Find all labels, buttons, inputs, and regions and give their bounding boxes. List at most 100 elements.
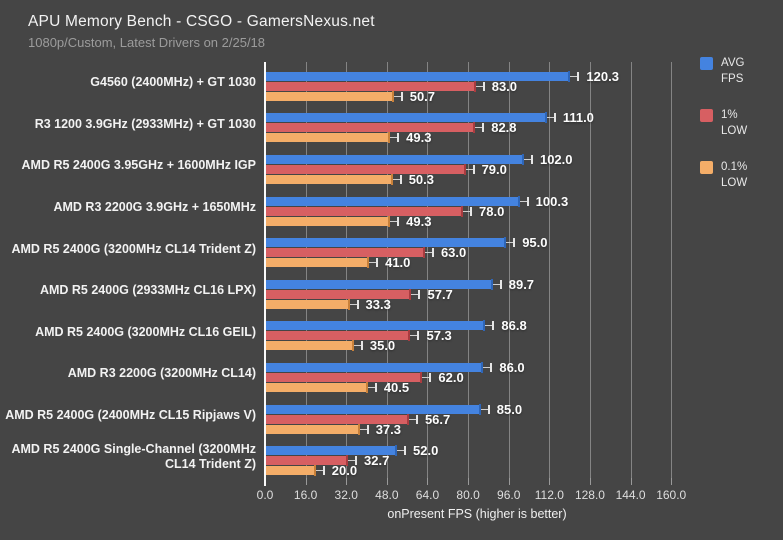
- error-whisker-line: [465, 168, 474, 170]
- bar: [265, 340, 354, 352]
- bar-line: 95.0: [265, 235, 689, 250]
- error-cap-inner: [568, 70, 571, 82]
- error-whisker: [315, 465, 325, 476]
- bar: [265, 163, 466, 175]
- bar: [265, 320, 486, 332]
- error-whisker: [523, 154, 533, 165]
- error-cap-outer: [399, 174, 402, 184]
- value-label: 52.0: [413, 443, 439, 459]
- error-cap-outer: [397, 216, 400, 226]
- error-cap-outer: [526, 196, 529, 206]
- x-tick-mark: [549, 478, 551, 485]
- gridline: [630, 62, 632, 478]
- value-label: 62.0: [438, 369, 464, 385]
- x-tick-label: 80.0: [456, 488, 480, 502]
- error-cap-outer: [376, 258, 379, 268]
- gridline: [427, 62, 429, 478]
- error-whisker: [390, 132, 400, 143]
- value-label: 83.0: [491, 78, 518, 94]
- bar: [265, 70, 571, 82]
- value-label: 33.3: [365, 296, 391, 312]
- bar-group: AMD R3 2200G 3.9GHz + 1650MHz 100.3 78.0 49…: [0, 187, 689, 229]
- error-whisker-line: [397, 450, 406, 452]
- bar-line: 35.0: [265, 338, 689, 353]
- bar-cluster: 52.0 32.7 20.0: [265, 439, 689, 478]
- error-whisker-line: [393, 95, 402, 97]
- gridline: [305, 62, 307, 478]
- bar-group: AMD R5 2400G (2933MHz CL16 LPX) 89.7 57.7 3…: [0, 270, 689, 312]
- value-label: 57.3: [426, 328, 452, 344]
- bar-line: 86.8: [265, 318, 689, 333]
- x-tick-mark: [305, 478, 307, 485]
- value-label: 79.0: [481, 161, 507, 177]
- error-cap-inner: [478, 403, 481, 415]
- error-whisker-line: [408, 418, 417, 420]
- value-label: 89.7: [508, 276, 535, 292]
- gridline: [589, 62, 591, 478]
- error-cap-outer: [482, 81, 485, 91]
- x-tick-label: 144.0: [615, 488, 646, 502]
- value-label: 37.3: [375, 421, 401, 437]
- bar-cluster: 86.8 57.3 35.0: [265, 314, 689, 353]
- x-tick-label: 112.0: [534, 488, 564, 502]
- error-whisker: [463, 206, 473, 217]
- legend-swatch: [700, 57, 713, 70]
- value-label: 56.7: [424, 411, 451, 427]
- error-whisker-line: [348, 460, 357, 462]
- bar-line: 56.7: [265, 411, 689, 427]
- x-tick-label: 96.0: [497, 488, 521, 502]
- bar-line: 33.3: [265, 296, 689, 312]
- category-label: AMD R5 2400G (2400MHz CL15 Ripjaws V): [5, 408, 256, 423]
- error-cap-outer: [487, 404, 490, 414]
- error-whisker: [353, 340, 363, 351]
- error-whisker: [492, 279, 502, 290]
- bar: [265, 153, 524, 165]
- error-cap-outer: [417, 331, 420, 341]
- bar-line: 50.3: [265, 172, 689, 187]
- error-cap-outer: [355, 456, 358, 466]
- error-cap-inner: [357, 423, 360, 435]
- x-axis: 0.0 16.0 32.0 48.0 64.0 80.0 96.0 112.0 128.0 144…: [257, 478, 689, 504]
- legend-label: 1% LOW: [721, 109, 748, 137]
- bar-line: 102.0: [265, 152, 689, 167]
- bar-line: 50.7: [265, 89, 689, 104]
- x-tick-label: 32.0: [334, 488, 358, 502]
- x-tick-label: 64.0: [415, 488, 440, 502]
- error-cap-inner: [313, 465, 316, 477]
- error-cap-inner: [544, 112, 547, 124]
- bar: [265, 423, 360, 435]
- gridline: [386, 62, 388, 478]
- error-cap-inner: [473, 80, 476, 92]
- bar-line: 40.5: [265, 380, 689, 395]
- error-cap-inner: [395, 445, 398, 457]
- error-whisker-line: [523, 158, 532, 160]
- category-label: AMD R5 2400G (3200MHz CL14 Trident Z): [11, 241, 256, 256]
- category-label: G4560 (2400MHz) + GT 1030: [90, 75, 256, 90]
- error-cap-inner: [388, 215, 391, 227]
- bar: [265, 381, 368, 393]
- error-cap-inner: [367, 257, 370, 269]
- bar: [265, 288, 412, 300]
- bar-cluster: 120.3 83.0 50.7: [265, 65, 689, 104]
- error-whisker: [465, 164, 475, 175]
- error-whisker: [475, 81, 485, 92]
- x-tick-label: 48.0: [375, 488, 399, 502]
- bar-line: 85.0: [265, 402, 689, 417]
- bar-group: R3 1200 3.9GHz (2933MHz) + GT 1030 111.0 8…: [0, 104, 689, 145]
- bar-line: 83.0: [265, 78, 689, 94]
- x-tick-mark: [468, 478, 470, 485]
- value-label: 57.7: [427, 286, 453, 302]
- bar-line: 62.0: [265, 369, 689, 385]
- error-cap-inner: [463, 163, 466, 175]
- error-whisker-line: [410, 335, 419, 337]
- bar-cluster: 95.0 63.0 41.0: [265, 231, 689, 270]
- error-whisker: [570, 71, 580, 82]
- error-whisker-line: [480, 408, 489, 410]
- error-whisker: [506, 237, 516, 248]
- error-whisker: [393, 91, 403, 102]
- error-cap-outer: [470, 206, 473, 216]
- error-whisker-line: [506, 242, 515, 244]
- bar: [265, 371, 423, 383]
- error-cap-inner: [422, 247, 425, 259]
- error-whisker: [422, 372, 432, 383]
